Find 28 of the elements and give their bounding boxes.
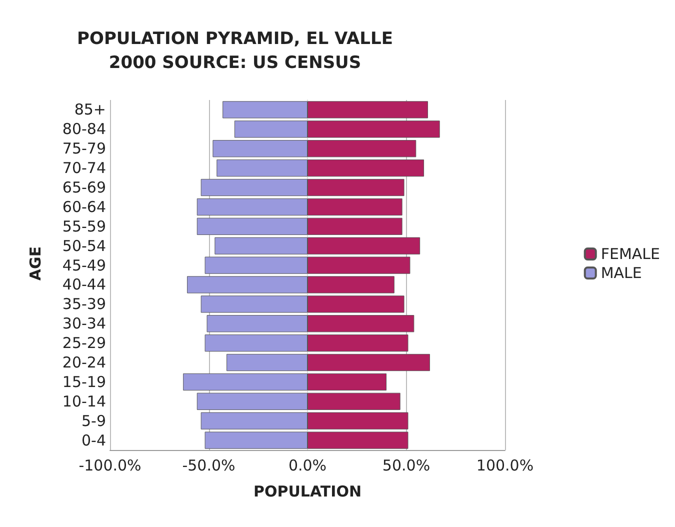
y-tick-label: 5-9	[82, 412, 106, 430]
x-tick-label: -100.0%	[78, 456, 142, 474]
y-tick-label: 0-4	[82, 431, 106, 450]
y-tick-label: 25-29	[62, 334, 106, 352]
y-tick-label: 10-14	[62, 392, 106, 410]
x-tick-label: 100.0%	[476, 456, 534, 474]
y-tick-label: 55-59	[62, 217, 106, 236]
y-tick-label: 70-74	[62, 159, 106, 178]
y-tick-label: 50-54	[62, 236, 106, 255]
chart-title: POPULATION PYRAMID, EL VALLE 2000 SOURCE: US CENSUS	[77, 29, 393, 73]
y-tick-label: 20-24	[62, 354, 106, 372]
y-tick-label: 75-79	[62, 140, 106, 158]
x-axis-title: POPULATION	[253, 482, 362, 500]
y-tick-label: 40-44	[62, 276, 106, 294]
y-tick-label: 80-84	[62, 120, 106, 138]
y-tick-label: 35-39	[62, 295, 106, 314]
y-tick-label: 15-19	[62, 372, 106, 391]
y-tick-label: 60-64	[62, 198, 106, 216]
y-axis-title: AGE	[26, 246, 44, 281]
legend-label: FEMALE	[600, 245, 660, 263]
x-tick-label: 50.0%	[382, 456, 430, 474]
y-tick-label: 85+	[74, 100, 106, 119]
legend-label: MALE	[600, 264, 642, 282]
y-tick-label: 65-69	[62, 178, 106, 196]
y-tick-label: 30-34	[62, 314, 106, 333]
y-tick-label: 45-49	[62, 256, 106, 274]
x-tick-label: -50.0%	[182, 456, 236, 474]
x-tick-label: 0.0%	[288, 456, 327, 474]
